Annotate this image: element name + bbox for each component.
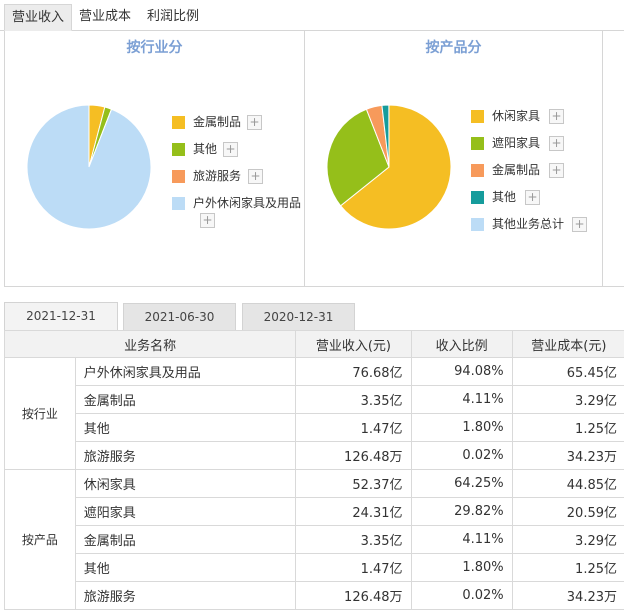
header-ratio: 收入比例 bbox=[410, 330, 513, 358]
row-ratio: 29.82% bbox=[410, 497, 513, 526]
row-name: 旅游服务 bbox=[74, 441, 297, 470]
tab-profit-ratio[interactable]: 利润比例 bbox=[146, 9, 199, 24]
legend-swatch bbox=[172, 116, 185, 129]
group-label-product: 按产品 bbox=[4, 469, 76, 610]
legend-label: 旅游服务 bbox=[193, 169, 242, 183]
row-name: 其他 bbox=[74, 553, 297, 582]
table-row: 金属制品 3.35亿 4.11% 3.29亿 bbox=[5, 385, 624, 414]
legend-swatch bbox=[471, 137, 484, 150]
legend-label: 金属制品 bbox=[492, 163, 541, 177]
product-legend: 休闲家具 + 遮阳家具 + 金属制品 + 其他 + 其他业务总计 + bbox=[471, 107, 601, 267]
row-name: 户外休闲家具及用品 bbox=[74, 357, 297, 386]
table-header-row: 业务名称 营业收入(元) 收入比例 营业成本(元) bbox=[3, 330, 624, 358]
row-name: 旅游服务 bbox=[74, 581, 297, 610]
legend-label: 其他 bbox=[193, 142, 218, 156]
table-row: 旅游服务 126.48万 0.02% 34.23万 bbox=[5, 581, 624, 610]
row-name: 休闲家具 bbox=[74, 469, 297, 498]
legend-label: 金属制品 bbox=[193, 115, 242, 129]
row-revenue: 24.31亿 bbox=[295, 497, 412, 526]
row-cost: 20.59亿 bbox=[511, 497, 624, 526]
revenue-breakdown-table: 业务名称 营业收入(元) 收入比例 营业成本(元) 按行业 户外休闲家具及用品 … bbox=[3, 330, 624, 610]
row-name: 遮阳家具 bbox=[74, 497, 297, 526]
row-ratio: 64.25% bbox=[410, 469, 513, 498]
legend-label: 其他业务总计 bbox=[492, 217, 565, 231]
row-cost: 1.25亿 bbox=[511, 553, 624, 582]
legend-label: 户外休闲家具及用品 bbox=[193, 196, 302, 210]
legend-swatch bbox=[172, 143, 185, 156]
product-panel: 按产品分 休闲家具 + 遮阳家具 + 金属制品 + 其他 + bbox=[305, 31, 603, 287]
row-cost: 34.23万 bbox=[511, 581, 624, 610]
pie-slice[interactable] bbox=[326, 108, 390, 207]
expand-plus-icon[interactable]: + bbox=[525, 190, 540, 205]
row-cost: 1.25亿 bbox=[511, 413, 624, 442]
row-revenue: 3.35亿 bbox=[295, 385, 412, 414]
row-cost: 34.23万 bbox=[511, 441, 624, 470]
header-cost: 营业成本(元) bbox=[511, 330, 624, 358]
table-row: 按行业 户外休闲家具及用品 76.68亿 94.08% 65.45亿 bbox=[4, 357, 624, 470]
row-ratio: 4.11% bbox=[410, 385, 513, 414]
date-tab-2021-06-30[interactable]: 2021-06-30 bbox=[123, 303, 236, 330]
row-ratio: 94.08% bbox=[410, 357, 513, 386]
row-cost: 65.45亿 bbox=[511, 357, 624, 386]
row-ratio: 0.02% bbox=[410, 581, 513, 610]
industry-panel: 按行业分 金属制品 + 其他 + 旅游服务 + 户外休闲家具及用品 + bbox=[5, 31, 305, 287]
expand-plus-icon[interactable]: + bbox=[572, 217, 587, 232]
industry-panel-title: 按行业分 bbox=[126, 40, 183, 56]
table-row: 按产品 休闲家具 52.37亿 64.25% 44.85亿 bbox=[4, 469, 624, 610]
legend-label: 其他 bbox=[492, 190, 517, 204]
table-row: 旅游服务 126.48万 0.02% 34.23万 bbox=[5, 441, 624, 470]
legend-swatch bbox=[471, 164, 484, 177]
industry-pie-chart bbox=[26, 104, 152, 230]
header-revenue: 营业收入(元) bbox=[295, 330, 412, 358]
pie-slice[interactable] bbox=[339, 104, 452, 230]
table-row: 遮阳家具 24.31亿 29.82% 20.59亿 bbox=[5, 497, 624, 526]
pie-slice[interactable] bbox=[26, 104, 152, 230]
top-tab-bar: 营业收入 营业成本 利润比例 bbox=[0, 0, 624, 31]
row-name: 金属制品 bbox=[74, 385, 297, 414]
product-panel-title: 按产品分 bbox=[425, 40, 482, 56]
legend-swatch bbox=[172, 197, 185, 210]
header-business-name: 业务名称 bbox=[3, 330, 297, 358]
expand-plus-icon[interactable]: + bbox=[247, 115, 262, 130]
row-revenue: 52.37亿 bbox=[295, 469, 412, 498]
row-ratio: 1.80% bbox=[410, 553, 513, 582]
legend-label: 遮阳家具 bbox=[492, 136, 541, 150]
expand-plus-icon[interactable]: + bbox=[549, 109, 564, 124]
tab-cost[interactable]: 营业成本 bbox=[78, 9, 131, 24]
expand-plus-icon[interactable]: + bbox=[549, 163, 564, 178]
row-ratio: 0.02% bbox=[410, 441, 513, 470]
row-revenue: 3.35亿 bbox=[295, 525, 412, 554]
legend-swatch bbox=[471, 218, 484, 231]
table-row: 其他 1.47亿 1.80% 1.25亿 bbox=[5, 413, 624, 442]
table-row: 金属制品 3.35亿 4.11% 3.29亿 bbox=[5, 525, 624, 554]
legend-swatch bbox=[471, 110, 484, 123]
row-cost: 3.29亿 bbox=[511, 385, 624, 414]
industry-legend: 金属制品 + 其他 + 旅游服务 + 户外休闲家具及用品 + bbox=[172, 113, 305, 263]
group-label-industry: 按行业 bbox=[4, 357, 76, 470]
tab-revenue[interactable]: 营业收入 bbox=[4, 4, 72, 31]
expand-plus-icon[interactable]: + bbox=[549, 136, 564, 151]
row-ratio: 1.80% bbox=[410, 413, 513, 442]
row-revenue: 1.47亿 bbox=[295, 413, 412, 442]
row-cost: 44.85亿 bbox=[511, 469, 624, 498]
row-ratio: 4.11% bbox=[410, 525, 513, 554]
date-tab-2020-12-31[interactable]: 2020-12-31 bbox=[242, 303, 355, 330]
chart-panels: 按行业分 金属制品 + 其他 + 旅游服务 + 户外休闲家具及用品 + bbox=[4, 31, 624, 287]
date-tab-2021-12-31[interactable]: 2021-12-31 bbox=[4, 302, 118, 330]
expand-plus-icon[interactable]: + bbox=[248, 169, 263, 184]
row-revenue: 1.47亿 bbox=[295, 553, 412, 582]
table-row: 其他 1.47亿 1.80% 1.25亿 bbox=[5, 553, 624, 582]
product-pie-chart bbox=[326, 104, 452, 230]
row-cost: 3.29亿 bbox=[511, 525, 624, 554]
row-revenue: 76.68亿 bbox=[295, 357, 412, 386]
row-revenue: 126.48万 bbox=[295, 581, 412, 610]
legend-swatch bbox=[471, 191, 484, 204]
legend-swatch bbox=[172, 170, 185, 183]
expand-plus-icon[interactable]: + bbox=[200, 213, 215, 228]
legend-label: 休闲家具 bbox=[492, 109, 541, 123]
row-name: 其他 bbox=[74, 413, 297, 442]
row-name: 金属制品 bbox=[74, 525, 297, 554]
expand-plus-icon[interactable]: + bbox=[223, 142, 238, 157]
row-revenue: 126.48万 bbox=[295, 441, 412, 470]
